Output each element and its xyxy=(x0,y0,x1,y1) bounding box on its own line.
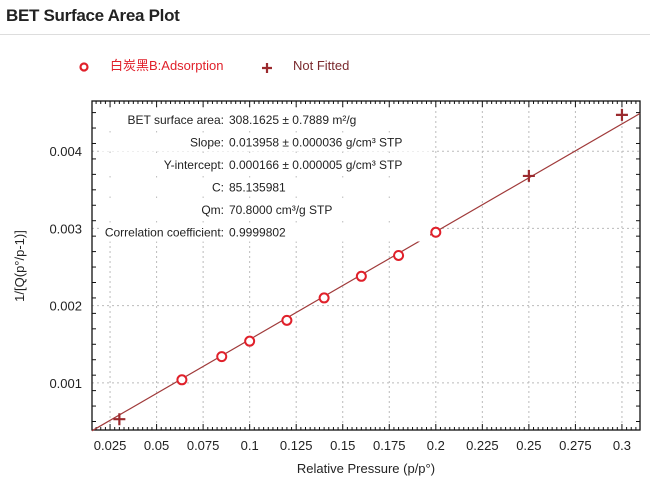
x-tick-label: 0.075 xyxy=(187,438,220,453)
page-title: BET Surface Area Plot xyxy=(6,6,180,25)
x-tick-label: 0.25 xyxy=(516,438,541,453)
x-tick-label: 0.2 xyxy=(427,438,445,453)
legend-label-not-fitted: Not Fitted xyxy=(293,58,349,73)
annotation-value: 70.8000 cm³/g STP xyxy=(229,203,332,217)
annotation-bg xyxy=(100,132,430,152)
plot-frame xyxy=(91,100,641,431)
y-tick-label: 0.003 xyxy=(49,221,82,236)
annotation-label: C: xyxy=(212,181,224,195)
data-point-adsorption xyxy=(244,335,256,347)
annotation-value: 308.1625 ± 0.7889 m²/g xyxy=(229,113,356,127)
data-point-adsorption xyxy=(430,226,442,238)
x-tick-label: 0.1 xyxy=(241,438,259,453)
annotation-value: 0.013958 ± 0.000036 g/cm³ STP xyxy=(229,136,402,150)
y-axis-label: 1/[Q(p°/p-1)] xyxy=(12,230,27,302)
annotation-bg xyxy=(100,200,430,219)
x-tick-label: 0.275 xyxy=(559,438,592,453)
x-axis-label: Relative Pressure (p/p°) xyxy=(297,461,435,476)
data-point-adsorption xyxy=(355,270,367,282)
annotation-value: 0.9999802 xyxy=(229,226,286,240)
x-tick-label: 0.15 xyxy=(330,438,355,453)
x-tick-label: 0.025 xyxy=(94,438,127,453)
data-point-not-fitted xyxy=(522,169,535,182)
annotation-label: Qm: xyxy=(201,203,224,217)
data-point-adsorption xyxy=(176,374,188,386)
x-tick-label: 0.225 xyxy=(466,438,499,453)
annotation-label: Slope: xyxy=(190,136,224,150)
annotation-bg xyxy=(100,155,430,174)
annotation-value: 85.135981 xyxy=(229,181,286,195)
divider xyxy=(0,34,650,35)
annotation-bg xyxy=(100,222,430,242)
annotation-label: Y-intercept: xyxy=(164,158,224,172)
annotation-bg xyxy=(100,177,430,197)
data-point-adsorption xyxy=(393,249,405,261)
x-tick-label: 0.3 xyxy=(613,438,631,453)
x-tick-label: 0.175 xyxy=(373,438,406,453)
legend-circle-icon xyxy=(79,62,89,72)
y-tick-label: 0.001 xyxy=(49,376,82,391)
data-point-not-fitted xyxy=(113,413,126,426)
legend-label-adsorption: 白炭黑B:Adsorption xyxy=(110,58,223,73)
y-tick-label: 0.002 xyxy=(49,299,82,314)
data-point-adsorption xyxy=(318,292,330,304)
data-point-adsorption xyxy=(281,314,293,326)
data-point-adsorption xyxy=(216,351,228,363)
y-tick-label: 0.004 xyxy=(49,144,82,159)
legend-plus-icon xyxy=(262,63,272,73)
x-tick-label: 0.05 xyxy=(144,438,169,453)
x-tick-label: 0.125 xyxy=(280,438,313,453)
annotation-label: Correlation coefficient: xyxy=(105,226,224,240)
annotation-bg xyxy=(100,110,430,129)
annotation-label: BET surface area: xyxy=(128,113,225,127)
data-point-not-fitted xyxy=(615,108,628,121)
annotation-value: 0.000166 ± 0.000005 g/cm³ STP xyxy=(229,158,402,172)
